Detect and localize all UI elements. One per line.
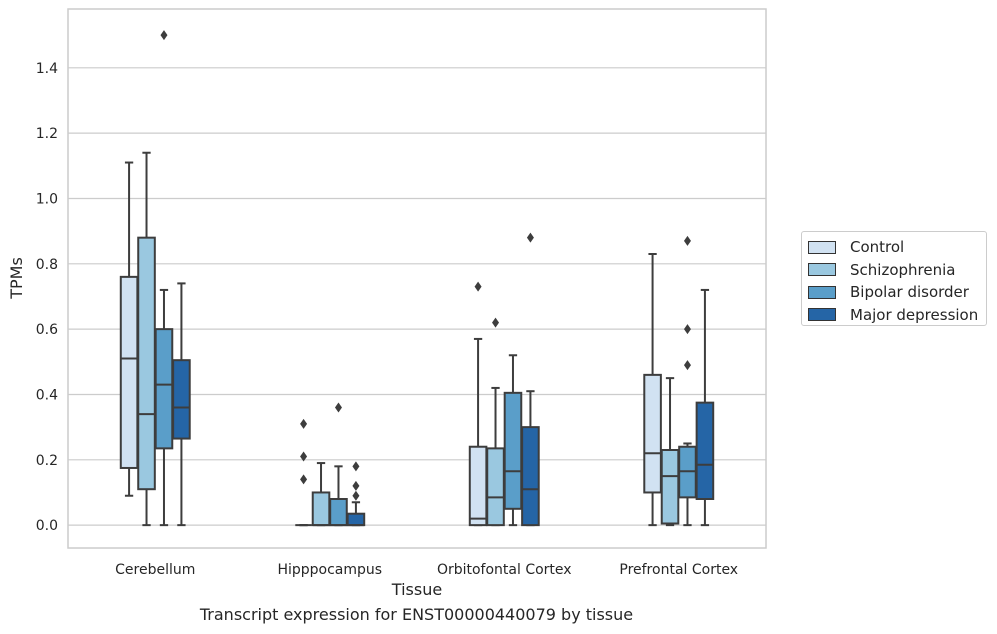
x-axis-label: Tissue [391,580,442,599]
flier-point [160,30,168,41]
y-tick-label: 0.6 [36,322,58,338]
box-body [137,236,156,491]
x-tick-label: Cerebellum [115,562,195,578]
box-bipolar-disorder-prefrontal-cortex [678,235,697,527]
box-bipolar-disorder-hipppocampus [329,402,348,527]
x-tick-label: Prefrontal Cortex [619,562,738,578]
box-control-hipppocampus [295,418,312,527]
box-major-depression-hipppocampus [346,461,366,527]
box-body [119,275,139,469]
legend-label-bipolar-disorder: Bipolar disorder [850,283,969,302]
legend-label-schizophrenia: Schizophrenia [850,260,956,279]
x-tick-labels: Cerebellum Hipppocampus Orbitofontal Corte… [115,562,738,578]
flier-point [683,360,691,371]
box-schizophrenia-orbitofontal-cortex [486,317,505,527]
flier-point [474,281,482,292]
y-tick-labels: 0.0 0.2 0.4 0.6 0.8 1.0 1.2 1.4 [36,61,58,534]
legend-swatch-control [808,240,836,254]
legend-item-control: Control [808,236,986,259]
box-body [154,328,174,450]
y-tick-label: 0.4 [36,387,58,403]
box-body [660,449,680,525]
legend-label-control: Control [850,238,905,257]
flier-point [300,474,308,485]
y-tick-label: 0.2 [36,453,58,469]
box-body [311,491,331,527]
box-schizophrenia-prefrontal-cortex [660,377,680,527]
y-axis-label: TPMs [7,257,26,300]
legend-swatch-major-depression [808,308,836,322]
box-plot-chart: 0.0 0.2 0.4 0.6 0.8 1.0 1.2 1.4 Cerebellum Hippp… [7,8,767,599]
legend-item-major-depression: Major depression [808,304,986,327]
y-tick-label: 1.0 [36,191,58,207]
box-major-depression-cerebellum [172,282,191,527]
y-tick-label: 0.0 [36,518,58,534]
boxes [119,30,715,527]
flier-point [300,418,308,429]
legend-swatch-schizophrenia [808,263,836,277]
box-body [172,359,191,440]
box-major-depression-orbitofontal-cortex [521,232,540,527]
box-schizophrenia-cerebellum [137,151,156,527]
flier-point [352,490,360,501]
box-major-depression-prefrontal-cortex [695,288,715,527]
y-tick-label: 1.4 [36,61,58,77]
flier-point [300,451,308,462]
flier-point [683,235,691,246]
box-body [468,445,488,527]
box-control-prefrontal-cortex [643,253,662,527]
box-body [486,447,505,527]
flier-point [352,461,360,472]
figure-caption: Transcript expression for ENST0000044007… [199,605,634,624]
y-tick-label: 1.2 [36,126,58,142]
y-tick-label: 0.8 [36,257,58,273]
flier-point [352,480,360,491]
legend: Control Schizophrenia Bipolar disorder M… [801,231,987,326]
legend-label-major-depression: Major depression [850,305,979,324]
x-tick-label: Orbitofontal Cortex [437,562,572,578]
box-body [695,401,715,500]
legend-item-schizophrenia: Schizophrenia [808,259,986,282]
box-body [329,498,348,527]
box-body [643,373,662,494]
x-tick-label: Hipppocampus [277,562,382,578]
flier-point [492,317,500,328]
flier-point [334,402,342,413]
box-body [346,512,366,527]
legend-item-bipolar-disorder: Bipolar disorder [808,281,986,304]
flier-point [526,232,534,243]
box-control-cerebellum [119,161,139,497]
box-body [521,426,540,527]
flier-point [683,324,691,335]
box-body [503,391,523,510]
legend-swatch-bipolar-disorder [808,285,836,299]
